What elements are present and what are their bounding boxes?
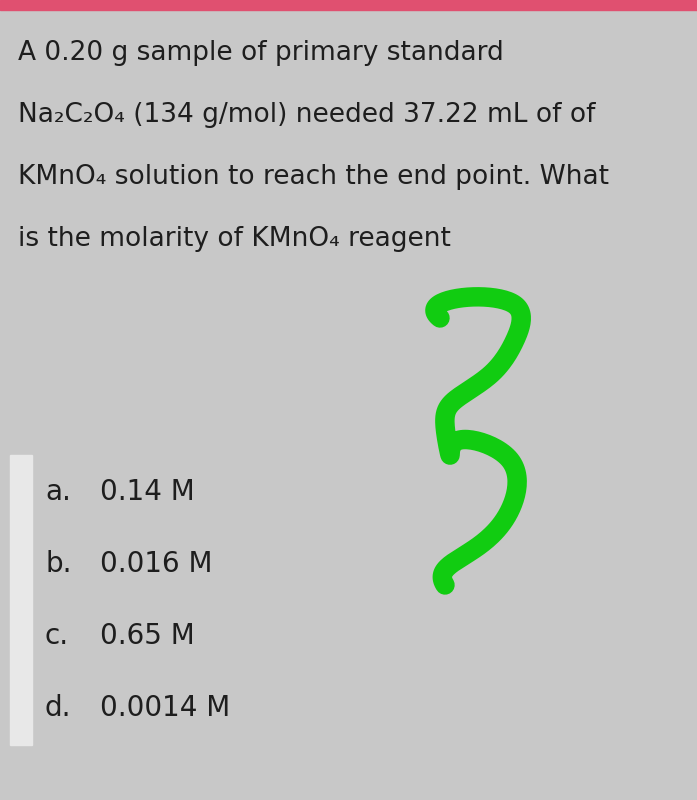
Text: 0.016 M: 0.016 M — [100, 550, 213, 578]
Text: is the molarity of KMnO₄ reagent: is the molarity of KMnO₄ reagent — [18, 226, 451, 252]
Text: Na₂C₂O₄ (134 g/mol) needed 37.22 mL of of: Na₂C₂O₄ (134 g/mol) needed 37.22 mL of o… — [18, 102, 595, 128]
Text: b.: b. — [45, 550, 72, 578]
Text: c.: c. — [45, 622, 69, 650]
Text: 0.0014 M: 0.0014 M — [100, 694, 230, 722]
Text: A 0.20 g sample of primary standard: A 0.20 g sample of primary standard — [18, 40, 504, 66]
Text: a.: a. — [45, 478, 71, 506]
FancyBboxPatch shape — [10, 455, 32, 745]
Text: 0.65 M: 0.65 M — [100, 622, 194, 650]
FancyBboxPatch shape — [0, 0, 697, 10]
Text: KMnO₄ solution to reach the end point. What: KMnO₄ solution to reach the end point. W… — [18, 164, 609, 190]
Text: d.: d. — [45, 694, 72, 722]
Text: 0.14 M: 0.14 M — [100, 478, 194, 506]
